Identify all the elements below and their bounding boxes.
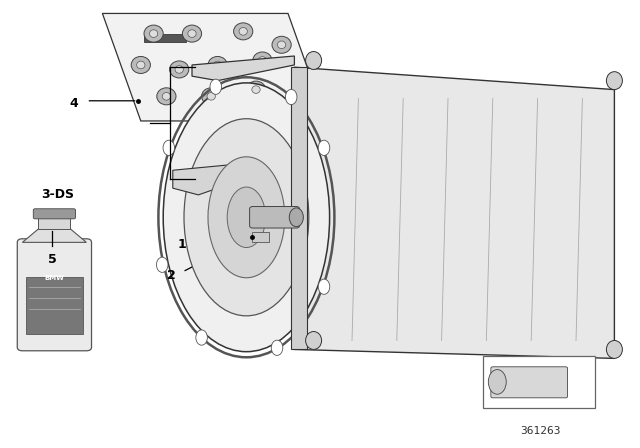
Ellipse shape bbox=[163, 140, 175, 155]
Ellipse shape bbox=[156, 257, 168, 272]
Ellipse shape bbox=[131, 56, 150, 73]
Ellipse shape bbox=[318, 279, 330, 294]
Ellipse shape bbox=[150, 30, 157, 37]
FancyBboxPatch shape bbox=[250, 207, 300, 228]
FancyBboxPatch shape bbox=[252, 232, 269, 242]
Bar bbox=[291, 67, 307, 349]
Ellipse shape bbox=[278, 41, 286, 49]
Ellipse shape bbox=[252, 86, 260, 93]
Bar bbox=[26, 277, 83, 334]
Ellipse shape bbox=[163, 93, 170, 100]
FancyBboxPatch shape bbox=[17, 239, 92, 351]
Ellipse shape bbox=[188, 30, 196, 37]
Ellipse shape bbox=[144, 25, 163, 42]
Ellipse shape bbox=[208, 157, 285, 278]
Ellipse shape bbox=[607, 72, 623, 90]
Ellipse shape bbox=[306, 52, 322, 69]
Bar bbox=[483, 356, 595, 408]
Bar bbox=[144, 34, 186, 42]
Polygon shape bbox=[102, 13, 326, 121]
Ellipse shape bbox=[196, 330, 207, 345]
Ellipse shape bbox=[227, 187, 266, 247]
Ellipse shape bbox=[207, 93, 215, 100]
Ellipse shape bbox=[234, 23, 253, 40]
Ellipse shape bbox=[184, 119, 309, 316]
Ellipse shape bbox=[239, 28, 248, 35]
Ellipse shape bbox=[182, 25, 202, 42]
Ellipse shape bbox=[318, 140, 330, 155]
Text: 1: 1 bbox=[178, 237, 187, 251]
Ellipse shape bbox=[253, 52, 272, 69]
Ellipse shape bbox=[202, 88, 221, 105]
Ellipse shape bbox=[285, 90, 297, 105]
Ellipse shape bbox=[137, 61, 145, 69]
Text: 4: 4 bbox=[69, 96, 78, 110]
Polygon shape bbox=[192, 56, 294, 81]
Text: 361263: 361263 bbox=[520, 426, 561, 436]
Ellipse shape bbox=[163, 83, 330, 352]
FancyBboxPatch shape bbox=[33, 209, 76, 219]
Ellipse shape bbox=[246, 81, 266, 98]
FancyBboxPatch shape bbox=[491, 367, 568, 398]
Ellipse shape bbox=[208, 56, 227, 73]
Polygon shape bbox=[22, 229, 86, 242]
Text: 2: 2 bbox=[167, 269, 176, 282]
Ellipse shape bbox=[488, 370, 506, 394]
Ellipse shape bbox=[157, 88, 176, 105]
Text: 5: 5 bbox=[48, 253, 57, 267]
Polygon shape bbox=[294, 67, 614, 358]
Polygon shape bbox=[173, 164, 243, 195]
Text: BMW: BMW bbox=[44, 275, 65, 281]
Ellipse shape bbox=[289, 208, 303, 227]
Ellipse shape bbox=[607, 340, 623, 358]
Ellipse shape bbox=[175, 66, 184, 73]
Ellipse shape bbox=[271, 340, 283, 355]
Ellipse shape bbox=[258, 57, 267, 65]
Bar bbox=[38, 217, 70, 229]
Text: 3-DS: 3-DS bbox=[41, 188, 74, 202]
Ellipse shape bbox=[272, 36, 291, 53]
Ellipse shape bbox=[214, 61, 222, 69]
Ellipse shape bbox=[170, 61, 189, 78]
Ellipse shape bbox=[210, 79, 221, 95]
Ellipse shape bbox=[306, 332, 322, 349]
